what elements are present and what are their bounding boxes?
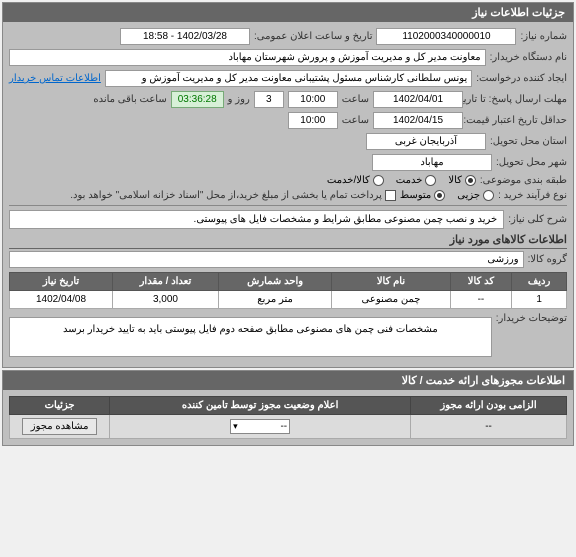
goods-header-row: ردیف کد کالا نام کالا واحد شمارش تعداد /… xyxy=(10,273,567,291)
radio-icon xyxy=(483,190,494,201)
valid-hour-value: 10:00 xyxy=(288,112,338,129)
buyer-org-value: معاونت مدیر کل و مدیریت آموزش و پرورش شه… xyxy=(9,49,486,66)
hour-label-1: ساعت xyxy=(342,94,369,105)
buy-note-check[interactable]: پرداخت تمام یا بخشی از مبلغ خرید،از محل … xyxy=(70,190,396,201)
radio-checked-icon xyxy=(465,175,476,186)
goods-table: ردیف کد کالا نام کالا واحد شمارش تعداد /… xyxy=(9,272,567,309)
buyer-notes-label: توضیحات خریدار: xyxy=(496,313,567,324)
checkbox-icon xyxy=(385,190,396,201)
hour-label-2: ساعت xyxy=(342,115,369,126)
announce-label: تاریخ و ساعت اعلان عمومی: xyxy=(254,31,373,42)
license-panel-header: اطلاعات مجوزهای ارائه خدمت / کالا xyxy=(3,371,573,390)
license-panel-body: الزامی بودن ارائه مجوز اعلام وضعیت مجوز … xyxy=(3,390,573,445)
days-and-label: روز و xyxy=(228,94,250,105)
col-unit: واحد شمارش xyxy=(218,273,331,291)
col-detail: جزئیات xyxy=(10,397,110,415)
need-no-value: 1102000340000010 xyxy=(376,28,516,45)
buy-mid-label: متوسط xyxy=(400,190,431,201)
radio-icon xyxy=(425,175,436,186)
cell-name: چمن مصنوعی xyxy=(332,291,450,309)
cell-unit: متر مربع xyxy=(218,291,331,309)
class-both-label: کالا/خدمت xyxy=(327,175,370,186)
divider xyxy=(9,205,567,206)
valid-date-value: 1402/04/15 xyxy=(373,112,463,129)
view-license-button[interactable]: مشاهده مجوز xyxy=(22,418,98,435)
creator-value: یونس سلطانی کارشناس مسئول پشتیبانی معاون… xyxy=(105,70,472,87)
class-radio-kala[interactable]: کالا xyxy=(448,175,476,186)
creator-label: ایجاد کننده درخواست: xyxy=(476,73,567,84)
panel-body: شماره نیاز: 1102000340000010 تاریخ و ساع… xyxy=(3,22,573,367)
license-panel: اطلاعات مجوزهای ارائه خدمت / کالا الزامی… xyxy=(2,370,574,446)
table-row[interactable]: 1 -- چمن مصنوعی متر مربع 3,000 1402/04/0… xyxy=(10,291,567,309)
city-label: شهر محل تحویل: xyxy=(496,157,567,168)
need-details-panel: جزئیات اطلاعات نیاز شماره نیاز: 11020003… xyxy=(2,2,574,368)
status-select[interactable]: -- xyxy=(230,419,290,434)
goods-info-title: اطلاعات کالاهای مورد نیاز xyxy=(9,233,567,249)
announce-value: 1402/03/28 - 18:58 xyxy=(120,28,250,45)
license-table: الزامی بودن ارائه مجوز اعلام وضعیت مجوز … xyxy=(9,396,567,439)
class-radio-khadamat[interactable]: خدمت xyxy=(396,175,437,186)
buyer-contact-link[interactable]: اطلاعات تماس خریدار xyxy=(9,73,101,84)
valid-deadline-label: حداقل تاریخ اعتبار قیمت: تا تاریخ: xyxy=(467,115,567,126)
send-date-value: 1402/04/01 xyxy=(373,91,463,108)
cell-code: -- xyxy=(450,291,512,309)
class-radio-group: کالا خدمت کالا/خدمت xyxy=(327,175,476,186)
radio-checked-icon xyxy=(434,190,445,201)
days-value: 3 xyxy=(254,91,284,108)
buy-radio-partial[interactable]: جزیی xyxy=(457,190,494,201)
province-value: آذربایجان غربی xyxy=(366,133,486,150)
city-value: مهاباد xyxy=(372,154,492,171)
remaining-time: 03:36:28 xyxy=(171,91,224,108)
cell-announce: -- xyxy=(110,415,411,439)
need-desc-label: شرح کلی نیاز: xyxy=(508,214,567,225)
col-mandatory: الزامی بودن ارائه مجوز xyxy=(411,397,567,415)
buyer-org-label: نام دستگاه خریدار: xyxy=(490,52,567,63)
license-header-row: الزامی بودن ارائه مجوز اعلام وضعیت مجوز … xyxy=(10,397,567,415)
buy-type-radio-group: جزیی متوسط xyxy=(400,190,494,201)
need-no-label: شماره نیاز: xyxy=(520,31,567,42)
radio-icon xyxy=(373,175,384,186)
col-row: ردیف xyxy=(512,273,567,291)
cell-detail: مشاهده مجوز xyxy=(10,415,110,439)
col-announce: اعلام وضعیت مجوز توسط تامین کننده xyxy=(110,397,411,415)
class-kala-label: کالا xyxy=(448,175,462,186)
class-khadamat-label: خدمت xyxy=(396,175,423,186)
table-row: -- -- مشاهده مجوز xyxy=(10,415,567,439)
province-label: استان محل تحویل: xyxy=(490,136,567,147)
need-desc-value: خرید و نصب چمن مصنوعی مطابق شرایط و مشخص… xyxy=(9,210,504,229)
cell-mandatory: -- xyxy=(411,415,567,439)
panel-header: جزئیات اطلاعات نیاز xyxy=(3,3,573,22)
cell-qty: 3,000 xyxy=(113,291,219,309)
status-select-value: -- xyxy=(280,421,287,432)
buy-radio-mid[interactable]: متوسط xyxy=(400,190,445,201)
col-qty: تعداد / مقدار xyxy=(113,273,219,291)
col-name: نام کالا xyxy=(332,273,450,291)
cell-idx: 1 xyxy=(512,291,567,309)
buy-partial-label: جزیی xyxy=(457,190,480,201)
buy-type-label: نوع فرآیند خرید : xyxy=(498,190,567,201)
class-radio-both[interactable]: کالا/خدمت xyxy=(327,175,384,186)
send-deadline-label: مهلت ارسال پاسخ: تا تاریخ: xyxy=(467,94,567,105)
buyer-notes-value: مشخصات فنی چمن های مصنوعی مطابق صفحه دوم… xyxy=(9,317,492,357)
buy-note-label: پرداخت تمام یا بخشی از مبلغ خرید،از محل … xyxy=(70,190,382,201)
cell-date: 1402/04/08 xyxy=(10,291,113,309)
remaining-label: ساعت باقی مانده xyxy=(93,94,166,105)
goods-group-value: ورزشی xyxy=(9,251,524,268)
col-date: تاریخ نیاز xyxy=(10,273,113,291)
class-label: طبقه بندی موضوعی: xyxy=(480,175,567,186)
goods-group-label: گروه کالا: xyxy=(528,254,567,265)
send-hour-value: 10:00 xyxy=(288,91,338,108)
col-code: کد کالا xyxy=(450,273,512,291)
